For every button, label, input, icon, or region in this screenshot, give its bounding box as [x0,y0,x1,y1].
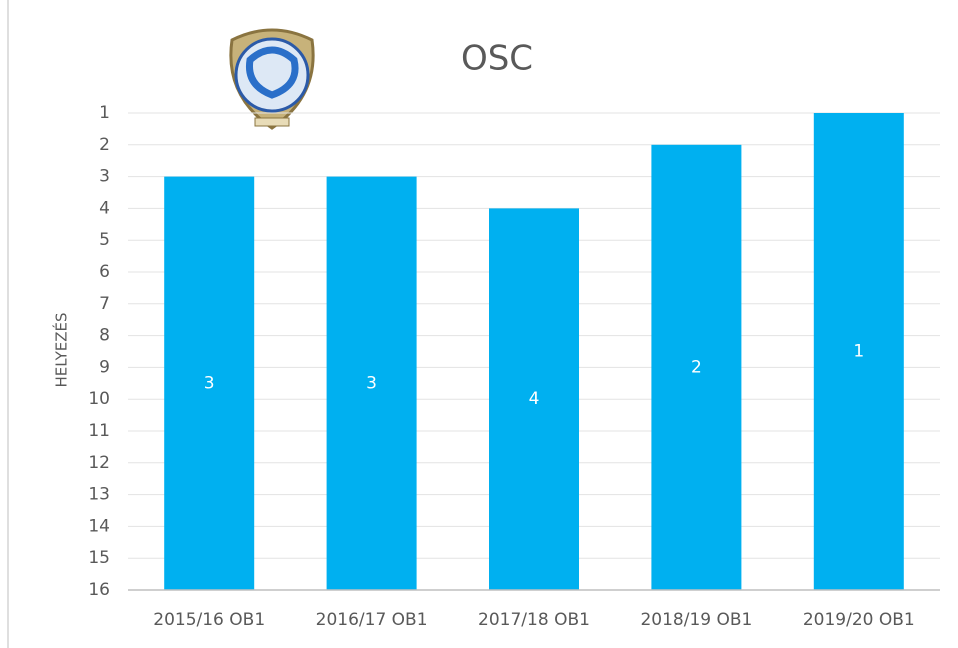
data-label: 3 [366,373,377,393]
y-tick-label: 7 [99,294,110,314]
logo-mark [245,46,299,99]
y-tick-label: 11 [88,421,110,441]
y-tick-label: 15 [88,548,110,568]
y-tick-label: 1 [99,103,110,123]
logo [229,28,315,130]
y-tick-label: 2 [99,135,110,155]
bar [489,208,579,590]
x-tick-label: 2015/16 OB1 [153,610,265,630]
y-tick-label: 14 [88,516,110,536]
bar [651,144,742,591]
y-tick-label: 10 [88,389,110,409]
y-tick-label: 6 [99,262,110,282]
bar [326,176,417,590]
y-tick-label: 8 [99,326,110,346]
y-tick-label: 13 [88,485,110,505]
x-tick-label: 2017/18 OB1 [478,610,590,630]
data-label: 1 [853,342,864,362]
y-tick-label: 9 [99,357,110,377]
logo-ribbon [254,117,290,127]
bar [164,176,255,590]
x-tick-label: 2018/19 OB1 [640,610,752,630]
y-tick-label: 16 [88,580,110,600]
y-tick-label: 5 [99,230,110,250]
y-tick-label: 4 [99,198,110,218]
data-label: 2 [691,357,702,377]
y-tick-label: 12 [88,453,110,473]
x-tick-label: 2016/17 OB1 [316,610,428,630]
data-label: 4 [529,389,540,409]
data-label: 3 [204,373,215,393]
chart-title: OSC [461,39,533,79]
y-tick-label: 3 [99,167,110,187]
x-tick-label: 2019/20 OB1 [803,610,915,630]
bar [813,113,904,590]
y-axis-title: HELYEZÉS [52,312,71,387]
